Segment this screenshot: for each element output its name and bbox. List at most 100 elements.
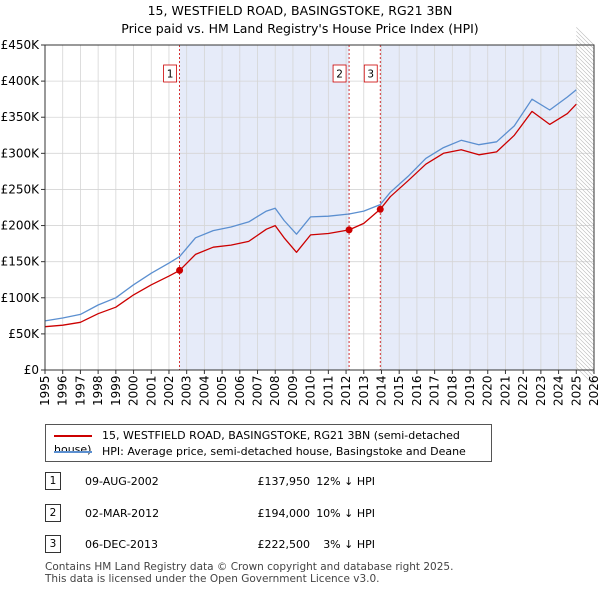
x-tick-label: 2018	[445, 375, 459, 406]
x-tick-label: 2002	[162, 375, 176, 406]
forecast-hatch-line	[576, 227, 595, 246]
sale-box	[332, 64, 347, 83]
footer-line2: This data is licensed under the Open Gov…	[45, 573, 380, 585]
forecast-hatch-line	[576, 67, 595, 86]
forecast-hatch-line	[576, 215, 595, 234]
forecast-hatch-line	[576, 111, 595, 130]
forecast-hatch-line	[576, 31, 595, 50]
forecast-hatch-line	[576, 219, 595, 238]
forecast-hatch-line	[576, 287, 595, 306]
x-tick-label: 2015	[392, 375, 406, 406]
sale-point	[376, 205, 384, 213]
sale-points	[176, 205, 384, 274]
forecast-hatch-line	[576, 135, 595, 154]
forecast-hatch-line	[576, 323, 595, 342]
series-lines	[44, 89, 577, 328]
legend-swatch-hpi	[54, 451, 92, 453]
y-tick-label: £150K	[1, 255, 41, 269]
forecast-hatch-line	[576, 183, 595, 202]
sale-number: 2	[45, 504, 61, 522]
forecast-hatch-line	[576, 263, 595, 282]
sale-price: £194,000	[257, 507, 311, 520]
forecast-hatch-line	[576, 191, 595, 210]
series-line	[44, 89, 577, 322]
forecast-hatch-line	[576, 151, 595, 170]
sale-row: 2 02-MAR-2012 £194,000 10% ↓ HPI	[45, 504, 445, 522]
x-tick-label: 2014	[374, 375, 388, 406]
forecast-hatch-line	[576, 143, 595, 162]
x-tick-label: 1995	[38, 375, 52, 406]
forecast-hatch-line	[576, 63, 595, 82]
x-tick-label: 2003	[180, 375, 194, 406]
forecast-hatch-line	[576, 255, 595, 274]
chart-title-line1: 15, WESTFIELD ROAD, BASINGSTOKE, RG21 3B…	[147, 3, 453, 18]
x-tick-label: 1999	[109, 375, 123, 406]
forecast-hatch-line	[576, 99, 595, 118]
x-tick-label: 2012	[339, 375, 353, 406]
y-tick-label: £450K	[1, 38, 41, 52]
y-tick-label: £250K	[1, 182, 41, 196]
sale-box-label: 1	[167, 69, 174, 81]
legend-item-hpi: HPI: Average price, semi-detached house,…	[54, 445, 466, 459]
x-tick-label: 2013	[357, 375, 371, 406]
forecast-hatch-line	[576, 87, 595, 106]
forecast-hatch-line	[576, 59, 595, 78]
sale-box-label: 3	[367, 69, 374, 81]
x-tick-label: 1998	[91, 375, 105, 406]
forecast-hatch-line	[576, 267, 595, 286]
forecast-hatch-line	[576, 75, 595, 94]
forecast-hatch-line	[576, 327, 595, 346]
forecast-hatch-line	[576, 303, 595, 322]
forecast-hatch-line	[576, 231, 595, 250]
x-tick-label: 2006	[233, 375, 247, 406]
forecast-hatch-line	[576, 167, 595, 186]
y-tick-label: £0	[24, 363, 39, 377]
forecast-hatch-line	[576, 283, 595, 302]
sale-hpi-diff: 3% ↓ HPI	[323, 538, 375, 551]
x-tick-label: 2024	[552, 375, 566, 406]
forecast-hatch-line	[576, 271, 595, 290]
forecast-hatch-line	[576, 175, 595, 194]
forecast-hatch-line	[576, 195, 595, 214]
x-tick-label: 2016	[410, 375, 424, 406]
x-tick-label: 2025	[569, 375, 583, 406]
y-tick-label: £300K	[1, 146, 41, 160]
forecast-hatch-line	[576, 235, 595, 254]
sale-point	[345, 226, 353, 234]
legend: 15, WESTFIELD ROAD, BASINGSTOKE, RG21 3B…	[45, 424, 492, 462]
x-tick-label: 2026	[587, 375, 600, 406]
chart-title-line2: Price paid vs. HM Land Registry's House …	[121, 21, 479, 36]
y-tick-label: £50K	[8, 327, 40, 341]
forecast-hatch-line	[576, 307, 595, 326]
footer: Contains HM Land Registry data © Crown c…	[45, 561, 453, 585]
forecast-hatch-line	[576, 359, 595, 378]
x-tick-label: 2020	[481, 375, 495, 406]
series-line	[44, 103, 577, 328]
x-tick-label: 2007	[251, 375, 265, 406]
forecast-hatch-line	[576, 159, 595, 178]
forecast-hatch-line	[576, 27, 595, 46]
forecast-hatch-line	[576, 311, 595, 330]
forecast-hatch-line	[576, 47, 595, 66]
sale-hpi-diff: 10% ↓ HPI	[316, 507, 375, 520]
forecast-hatch	[576, 27, 595, 386]
forecast-hatch-line	[576, 239, 595, 258]
forecast-hatch-line	[576, 127, 595, 146]
forecast-hatch-line	[576, 331, 595, 350]
x-tick-label: 2011	[321, 375, 335, 406]
shaded-range	[380, 45, 577, 370]
x-tick-label: 2023	[534, 375, 548, 406]
sale-row: 1 09-AUG-2002 £137,950 12% ↓ HPI	[45, 472, 445, 490]
forecast-hatch-line	[576, 299, 595, 318]
x-tick-label: 2008	[268, 375, 282, 406]
forecast-hatch-line	[576, 347, 595, 366]
forecast-hatch-line	[576, 95, 595, 114]
forecast-hatch-line	[576, 171, 595, 190]
y-axis-ticks: £0 £50K £100K £150K £200K £250K £300K £350K £400…	[1, 38, 45, 377]
forecast-hatch-line	[576, 203, 595, 222]
forecast-hatch-line	[576, 187, 595, 206]
forecast-hatch-line	[576, 279, 595, 298]
legend-label-hpi: HPI: Average price, semi-detached house,…	[102, 445, 466, 458]
forecast-hatch-line	[576, 71, 595, 90]
y-tick-label: £200K	[1, 219, 41, 233]
